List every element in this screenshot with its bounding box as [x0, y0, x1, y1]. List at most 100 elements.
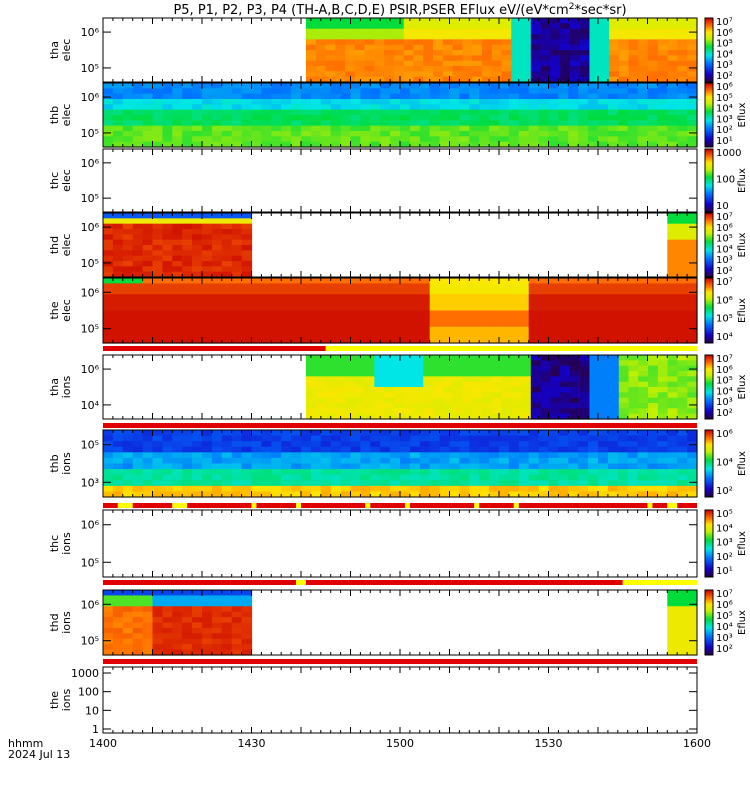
- spectrogram-cell: [469, 446, 480, 453]
- spectrogram-cell: [211, 435, 223, 442]
- spectrogram-cell: [152, 104, 163, 111]
- spectrogram-cell: [687, 392, 698, 399]
- spectrogram-cell: [540, 18, 551, 24]
- spectrogram-cell: [469, 452, 480, 459]
- spectrogram-cell: [202, 600, 213, 607]
- spectrogram-cell: [340, 120, 352, 127]
- spectrogram-cell: [578, 446, 589, 453]
- spectrogram-cell: [211, 310, 223, 317]
- spectrogram-cell: [370, 491, 381, 498]
- spectrogram-cell: [221, 83, 233, 89]
- spectrogram-cell: [647, 305, 658, 312]
- spectrogram-cell: [370, 474, 381, 481]
- spectrogram-cell: [350, 332, 361, 339]
- spectrogram-cell: [419, 136, 431, 143]
- spectrogram-cell: [560, 60, 571, 67]
- spectrogram-cell: [350, 463, 361, 470]
- spectrogram-cell: [315, 55, 327, 62]
- spectrogram-cell: [442, 50, 454, 56]
- spectrogram-cell: [419, 288, 431, 295]
- spectrogram-cell: [439, 294, 451, 301]
- spectrogram-cell: [667, 326, 678, 333]
- spectrogram-cell: [142, 245, 154, 251]
- spectrogram-cell: [310, 305, 322, 312]
- spectrogram-cell: [182, 294, 193, 301]
- spectrogram-cell: [439, 435, 451, 442]
- colorbar-tick-label: 10⁴: [716, 622, 733, 633]
- spectrogram-cell: [677, 332, 688, 339]
- spectrogram-cell: [142, 622, 154, 629]
- spectrogram-cell: [112, 299, 124, 306]
- spectrogram-cell: [310, 125, 322, 132]
- spectrogram-cell: [607, 332, 619, 339]
- spectrogram-cell: [598, 332, 609, 339]
- spectrogram-cell: [315, 408, 327, 415]
- spectrogram-cell: [687, 239, 698, 246]
- spectrogram-cell: [221, 93, 233, 100]
- spectrogram-cell: [657, 283, 668, 290]
- spectrogram-cell: [301, 288, 312, 295]
- spectrogram-cell: [112, 627, 124, 634]
- spectrogram-cell: [550, 397, 561, 404]
- spectrogram-cell: [340, 321, 352, 328]
- panel-frame: [102, 148, 698, 213]
- spectrogram-cell: [469, 435, 480, 442]
- spectrogram-cell: [433, 355, 444, 361]
- spectrogram-cell: [648, 392, 659, 399]
- spectrogram-cell: [390, 452, 401, 459]
- spectrogram-cell: [618, 371, 630, 377]
- status-bar-segment: [667, 503, 678, 508]
- spectrogram-cell: [221, 245, 233, 251]
- spectrogram-cell: [579, 355, 591, 361]
- y-tick-label: 1000: [71, 667, 99, 680]
- spectrogram-cell: [320, 88, 332, 95]
- spectrogram-cell: [350, 131, 361, 137]
- spectrogram-cell: [221, 590, 233, 597]
- spectrogram-cell: [687, 371, 698, 377]
- spectrogram-cell: [360, 305, 371, 312]
- spectrogram-cell: [628, 397, 639, 404]
- spectrogram-cell: [221, 255, 233, 262]
- spectrogram-cell: [271, 305, 282, 312]
- spectrogram-cell: [538, 326, 550, 333]
- spectrogram-cell: [481, 60, 493, 67]
- spectrogram-cell: [589, 71, 600, 78]
- spectrogram-cell: [479, 474, 490, 481]
- spectrogram-cell: [202, 299, 213, 306]
- spectrogram-cell: [452, 28, 463, 35]
- spectrogram-cell: [657, 392, 669, 399]
- spectrogram-cell: [261, 83, 272, 89]
- spectrogram-cell: [607, 299, 619, 306]
- spectrogram-cell: [340, 435, 352, 442]
- spectrogram-cell: [400, 115, 411, 121]
- spectrogram-cell: [384, 60, 395, 67]
- spectrogram-cell: [103, 315, 114, 322]
- spectrogram-cell: [499, 474, 510, 481]
- spectrogram-cell: [548, 326, 559, 333]
- spectrogram-cell: [182, 141, 193, 148]
- spectrogram-cell: [588, 288, 599, 295]
- spectrogram-cell: [340, 136, 352, 143]
- spectrogram-cell: [172, 305, 183, 312]
- spectrogram-cell: [231, 326, 243, 333]
- spectrogram-cell: [511, 50, 522, 56]
- spectrogram-cell: [462, 360, 473, 367]
- spectrogram-cell: [439, 332, 451, 339]
- spectrogram-cell: [390, 491, 401, 498]
- spectrogram-cell: [330, 299, 342, 306]
- spectrogram-cell: [558, 315, 569, 322]
- spectrogram-cell: [172, 288, 183, 295]
- spectrogram-cell: [677, 234, 688, 241]
- spectrogram-cell: [439, 125, 451, 132]
- spectrogram-cell: [579, 50, 591, 56]
- spectrogram-cell: [499, 99, 510, 105]
- spectrogram-cell: [548, 457, 559, 465]
- spectrogram-cell: [251, 469, 262, 476]
- colorbar-tick-label: 10³: [716, 255, 733, 266]
- spectrogram-cell: [459, 104, 470, 111]
- spectrogram-cell: [281, 104, 292, 111]
- spectrogram-cell: [560, 360, 571, 367]
- spectrogram-cell: [511, 60, 522, 67]
- spectrogram-cell: [413, 371, 424, 377]
